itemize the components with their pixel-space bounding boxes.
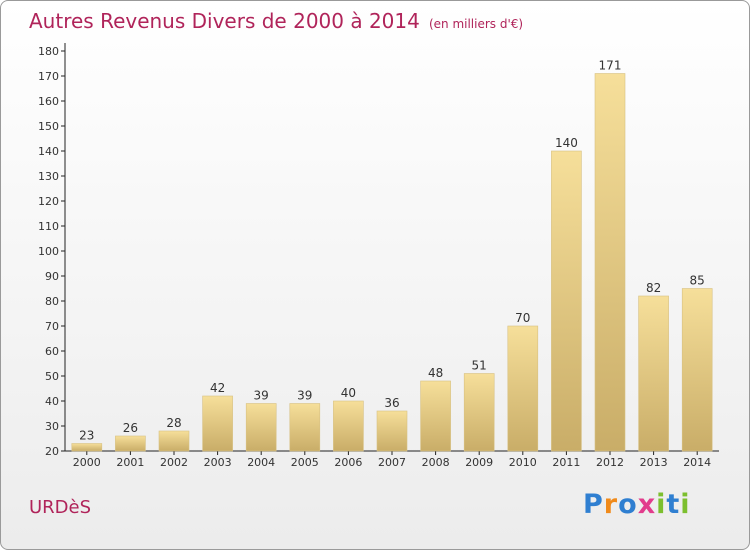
data-label-2007: 36	[384, 396, 399, 410]
y-tick-label: 120	[38, 195, 59, 208]
y-tick-label: 130	[38, 170, 59, 183]
data-label-2002: 28	[166, 416, 181, 430]
data-label-2013: 82	[646, 281, 661, 295]
data-label-2000: 23	[79, 429, 94, 443]
y-tick-label: 140	[38, 145, 59, 158]
logo-letter: t	[666, 489, 681, 520]
y-tick-label: 30	[45, 420, 59, 433]
bar-2008	[420, 380, 451, 452]
data-label-2006: 40	[341, 386, 356, 400]
bar-2012	[594, 73, 626, 452]
data-label-2014: 85	[690, 274, 705, 288]
x-tick-label-2011: 2011	[552, 456, 580, 469]
data-label-2005: 39	[297, 389, 312, 403]
x-tick-label-2007: 2007	[378, 456, 406, 469]
chart-title-main: Autres Revenus Divers de 2000 à 2014	[29, 9, 420, 33]
data-label-2012: 171	[599, 59, 622, 73]
x-tick-label-2002: 2002	[160, 456, 188, 469]
y-tick-label: 160	[38, 95, 59, 108]
x-tick-label-2000: 2000	[73, 456, 101, 469]
x-tick-label-2008: 2008	[422, 456, 450, 469]
bar-2009	[463, 373, 495, 452]
y-tick-label: 40	[45, 395, 59, 408]
y-tick-label: 150	[38, 120, 59, 133]
logo-letter: x	[637, 489, 657, 520]
x-tick-label-2009: 2009	[465, 456, 493, 469]
x-tick-label-2005: 2005	[291, 456, 319, 469]
y-tick-label: 100	[38, 245, 59, 258]
logo-letter: P	[583, 489, 604, 520]
y-tick-label: 170	[38, 70, 59, 83]
chart-title-unit: (en milliers d'€)	[428, 17, 524, 31]
logo-letter: i	[656, 489, 667, 520]
x-tick-label-2013: 2013	[640, 456, 668, 469]
logo-letter: o	[618, 489, 638, 520]
y-tick-label: 90	[45, 270, 59, 283]
bar-2014	[681, 288, 713, 452]
bar-2013	[638, 295, 669, 452]
bar-2005	[289, 403, 321, 452]
bars: 23 26 28 42 39 39 40 36 48 51 70 140 171 82 85	[71, 59, 713, 452]
data-label-2011: 140	[555, 136, 578, 150]
chart-title: Autres Revenus Divers de 2000 à 2014 (en…	[29, 9, 523, 33]
data-label-2001: 26	[123, 421, 138, 435]
x-tick-label-2001: 2001	[116, 456, 144, 469]
bar-2010	[507, 325, 539, 452]
x-tick-label-2010: 2010	[509, 456, 537, 469]
bar-2007	[376, 410, 408, 452]
proxiti-logo: Proxiti	[583, 489, 691, 520]
x-tick-label-2003: 2003	[204, 456, 232, 469]
y-tick-label: 180	[38, 45, 59, 58]
bar-2003	[202, 395, 233, 452]
bar-2000	[71, 443, 103, 452]
y-tick-label: 70	[45, 320, 59, 333]
data-label-2009: 51	[472, 359, 487, 373]
y-tick-label: 20	[45, 445, 59, 458]
data-label-2008: 48	[428, 366, 443, 380]
bar-2001	[115, 435, 146, 452]
bar-2006	[333, 400, 364, 452]
bar-2011	[551, 150, 582, 452]
x-tick-label-2004: 2004	[247, 456, 275, 469]
bar-2002	[158, 430, 190, 452]
y-tick-label: 80	[45, 295, 59, 308]
data-label-2004: 39	[254, 389, 269, 403]
data-label-2010: 70	[515, 311, 530, 325]
commune-name: URDèS	[29, 497, 92, 518]
logo-letter: i	[680, 489, 691, 520]
logo-letter: r	[603, 489, 619, 520]
y-tick-label: 60	[45, 345, 59, 358]
x-tick-label-2006: 2006	[334, 456, 362, 469]
bar-2004	[245, 403, 277, 452]
data-label-2003: 42	[210, 381, 225, 395]
x-tick-label-2014: 2014	[683, 456, 711, 469]
y-tick-label: 110	[38, 220, 59, 233]
x-tick-label-2012: 2012	[596, 456, 624, 469]
y-tick-label: 50	[45, 370, 59, 383]
axes: 20 30 40 50 60 70 80 90 100 110 120 130 140 150 160 170…	[38, 43, 719, 469]
